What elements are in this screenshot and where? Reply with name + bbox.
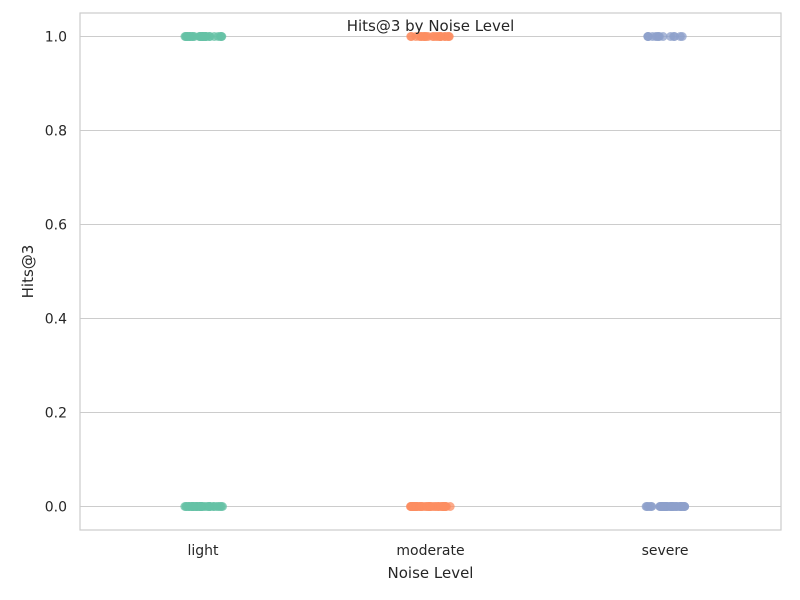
y-tick-labels: 0.0 0.2 0.4 0.6 0.8 1.0	[45, 30, 67, 516]
data-point-moderate	[444, 32, 454, 41]
data-point-severe	[666, 32, 676, 41]
x-tick-label-moderate: moderate	[396, 543, 464, 559]
y-tick-label: 1.0	[45, 30, 67, 46]
data-point-severe	[680, 502, 690, 511]
x-tick-label-light: light	[187, 543, 219, 559]
plot-frame	[79, 12, 782, 531]
data-point-light	[212, 502, 222, 511]
data-point-severe	[647, 502, 657, 511]
data-point-severe	[652, 32, 662, 41]
data-point-light	[200, 32, 210, 41]
data-point-light	[196, 502, 206, 511]
data-point-moderate	[423, 32, 433, 41]
data-point-moderate	[406, 502, 416, 511]
data-point-moderate	[422, 502, 432, 511]
data-point-severe	[667, 502, 677, 511]
x-axis-label: Noise Level	[388, 564, 474, 582]
y-tick-label: 0.0	[45, 500, 67, 516]
data-point-severe	[675, 32, 685, 41]
data-point-light	[180, 502, 190, 511]
y-axis-label: Hits@3	[19, 245, 37, 299]
data-point-moderate	[436, 502, 446, 511]
y-tick-label: 0.4	[45, 312, 67, 328]
chart-title: Hits@3 by Noise Level	[347, 17, 515, 35]
y-tick-label: 0.2	[45, 406, 67, 422]
gridlines	[80, 36, 781, 507]
x-tick-labels: light moderate severe	[187, 543, 688, 559]
data-point-light	[187, 502, 197, 511]
data-point-light	[186, 32, 196, 41]
data-point-moderate	[406, 32, 416, 41]
x-tick-label-severe: severe	[642, 543, 689, 559]
data-point-light	[216, 32, 226, 41]
data-points	[180, 32, 690, 511]
y-tick-label: 0.8	[45, 124, 67, 140]
data-point-severe	[659, 502, 669, 511]
y-tick-label: 0.6	[45, 218, 67, 234]
